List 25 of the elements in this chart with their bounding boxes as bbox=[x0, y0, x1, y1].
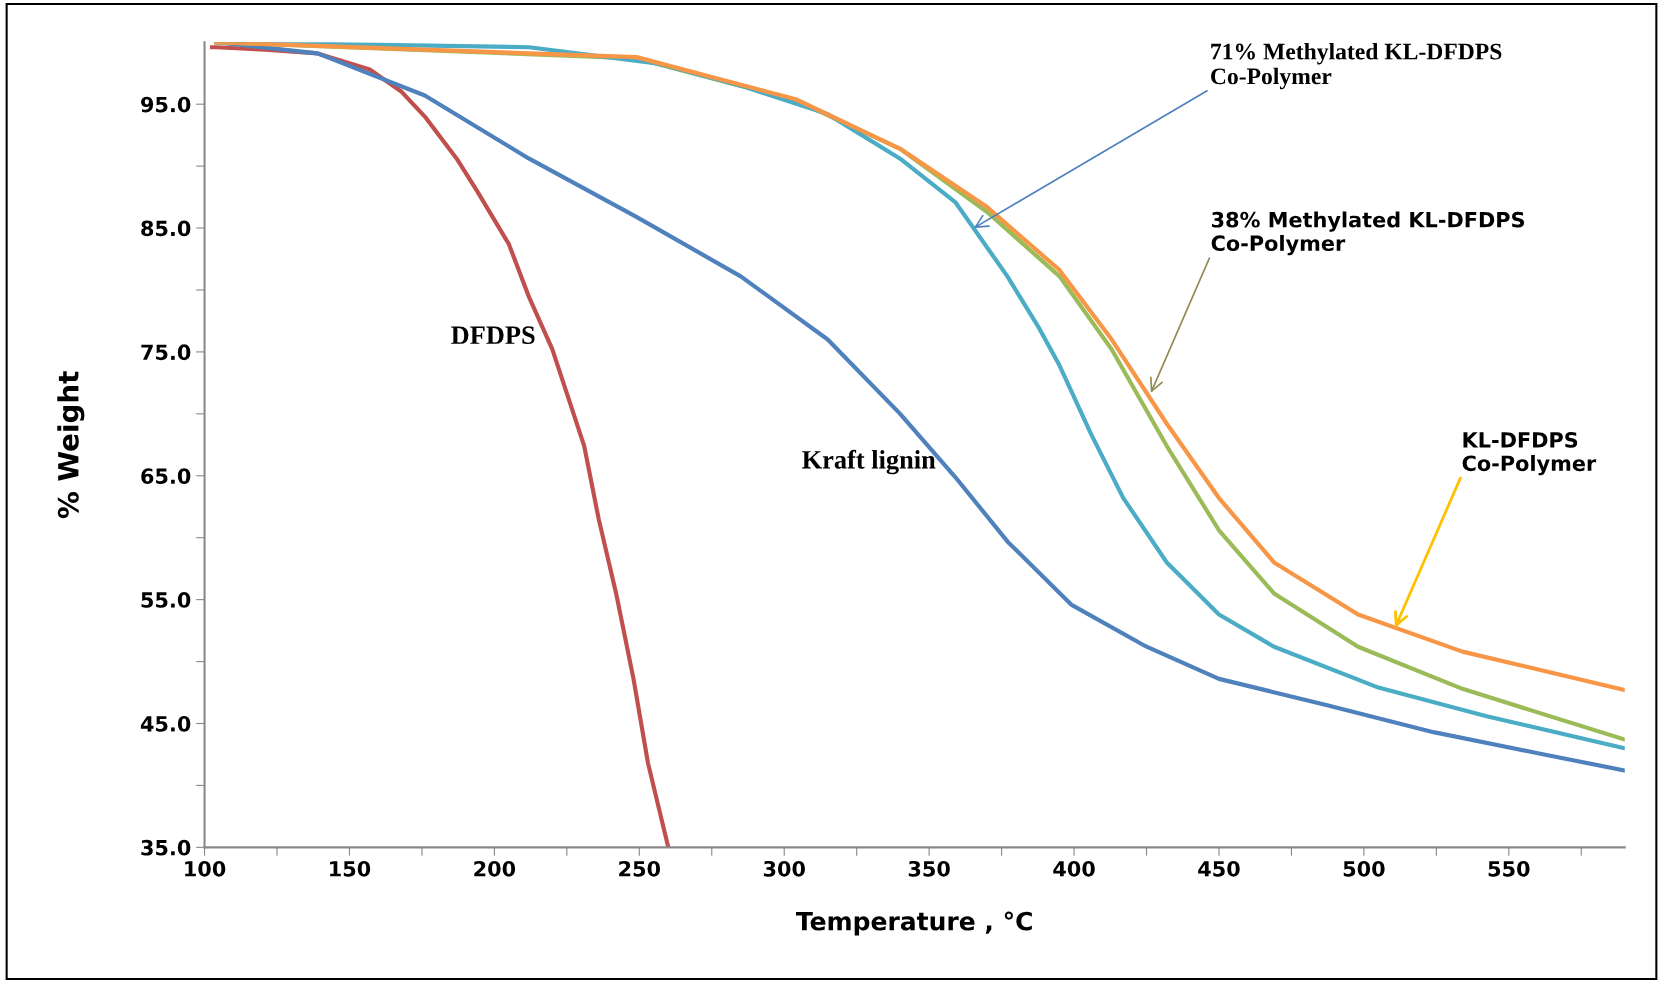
x-tick-label: 450 bbox=[1198, 860, 1240, 877]
y-axis-title: % Weight bbox=[57, 371, 85, 519]
x-tick-label: 550 bbox=[1488, 860, 1530, 877]
x-tick-label: 300 bbox=[763, 860, 805, 877]
annotation: 38% Methylated KL-DFDPS Co-Polymer bbox=[1211, 211, 1525, 256]
x-tick-label: 250 bbox=[619, 860, 661, 877]
y-tick-label: 85.0 bbox=[141, 220, 191, 237]
annotation: KL-DFDPS Co-Polymer bbox=[1462, 432, 1597, 476]
x-axis-title: Temperature , °C bbox=[795, 911, 1032, 936]
annotation: 71% Methylated KL-DFDPS Co-Polymer bbox=[1211, 42, 1502, 90]
series-label: Kraft lignin bbox=[802, 449, 936, 475]
y-tick-label: 75.0 bbox=[141, 344, 191, 361]
y-tick-label: 95.0 bbox=[141, 96, 191, 113]
x-tick-label: 500 bbox=[1343, 860, 1385, 877]
x-tick-label: 400 bbox=[1053, 860, 1095, 877]
y-tick-label: 35.0 bbox=[141, 839, 191, 856]
y-tick-label: 45.0 bbox=[140, 715, 191, 732]
line-series bbox=[209, 45, 671, 848]
x-tick-label: 100 bbox=[185, 860, 226, 877]
x-tick-label: 200 bbox=[474, 860, 516, 877]
x-tick-label: 350 bbox=[908, 860, 950, 877]
x-tick-label: 150 bbox=[330, 860, 371, 877]
y-tick-label: 65.0 bbox=[141, 468, 191, 484]
series-label: DFDPS bbox=[451, 326, 535, 345]
y-tick-label: 55.0 bbox=[141, 592, 191, 608]
